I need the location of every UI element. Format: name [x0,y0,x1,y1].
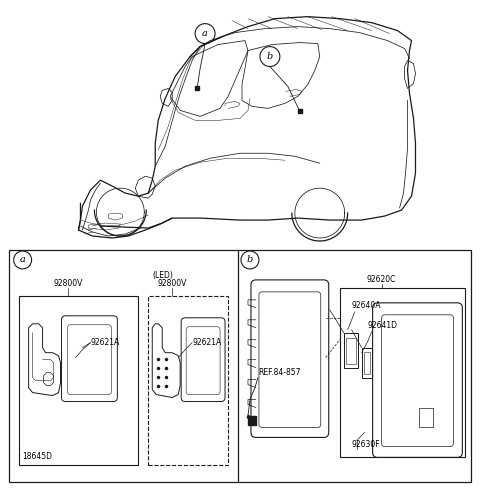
Text: REF.84-857: REF.84-857 [258,368,300,377]
Text: 18645D: 18645D [23,452,53,461]
Bar [19,296,138,466]
Text: 92800V: 92800V [54,279,83,288]
Text: b: b [267,52,273,61]
Bar [344,333,358,367]
Bar [420,407,433,427]
Text: 92630F: 92630F [352,440,380,449]
Bar [346,338,356,364]
Text: 92621A: 92621A [192,338,221,347]
Text: 92621A: 92621A [90,338,120,347]
Text: (LED): (LED) [152,271,173,280]
Bar [248,415,256,426]
Text: b: b [247,255,253,264]
Bar [148,296,228,466]
Bar [9,250,471,482]
Bar [361,348,372,378]
Text: 92620C: 92620C [367,275,396,284]
Text: a: a [202,29,208,38]
Bar [340,288,465,457]
Text: 92641D: 92641D [368,321,397,330]
Text: 92640A: 92640A [352,301,381,310]
Bar [364,352,370,374]
Text: 92800V: 92800V [157,279,187,288]
Text: a: a [20,255,25,264]
